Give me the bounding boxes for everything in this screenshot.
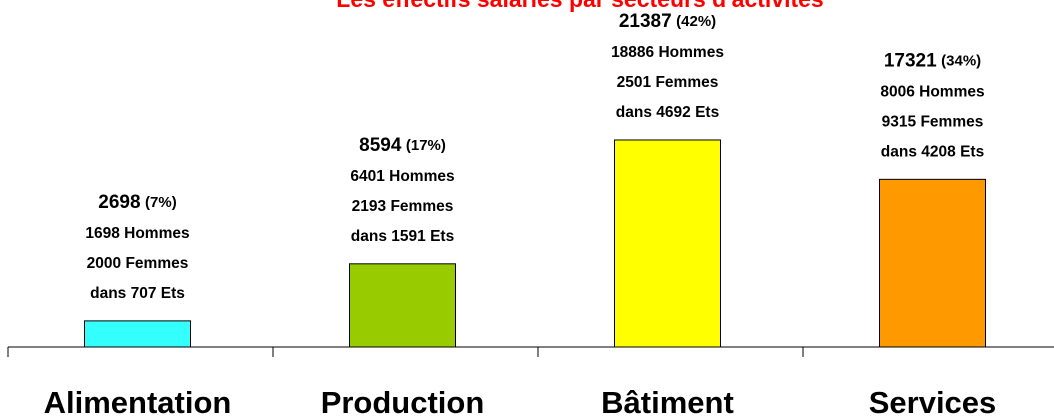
- chart-title: Les effectifs salariés par secteurs d'ac…: [336, 0, 823, 12]
- value-label: 21387 (42%): [619, 11, 716, 32]
- detail-label: 2193 Femmes: [352, 198, 454, 215]
- detail-label: 1698 Hommes: [85, 225, 189, 242]
- detail-label: dans 1591 Ets: [351, 228, 454, 245]
- x-tick-label: Alimentation: [44, 385, 232, 419]
- bar: [84, 320, 191, 348]
- detail-label: 18886 Hommes: [611, 44, 724, 61]
- bar: [879, 178, 986, 348]
- detail-label: dans 707 Ets: [90, 285, 185, 302]
- value: 2698: [98, 192, 140, 213]
- value: 21387: [619, 11, 672, 32]
- bar: [614, 139, 721, 348]
- bar: [349, 263, 456, 348]
- share: (17%): [406, 137, 446, 154]
- detail-label: 2000 Femmes: [87, 255, 189, 272]
- detail-label: dans 4208 Ets: [881, 143, 984, 160]
- detail-label: 9315 Femmes: [882, 113, 984, 130]
- x-tick-label: Bâtiment: [601, 385, 734, 419]
- value-label: 2698 (7%): [98, 192, 176, 213]
- value: 17321: [884, 50, 937, 71]
- value: 8594: [359, 135, 402, 156]
- x-tick-label: Services: [869, 385, 997, 419]
- detail-label: dans 4692 Ets: [616, 104, 719, 121]
- value-label: 8594 (17%): [359, 135, 446, 156]
- detail-label: 6401 Hommes: [350, 168, 454, 185]
- x-tick-label: Production: [321, 385, 485, 419]
- share: (34%): [941, 52, 981, 69]
- detail-label: 2501 Femmes: [617, 74, 719, 91]
- value-label: 17321 (34%): [884, 50, 981, 71]
- share: (7%): [145, 194, 177, 211]
- share: (42%): [676, 13, 716, 30]
- detail-label: 8006 Hommes: [880, 83, 984, 100]
